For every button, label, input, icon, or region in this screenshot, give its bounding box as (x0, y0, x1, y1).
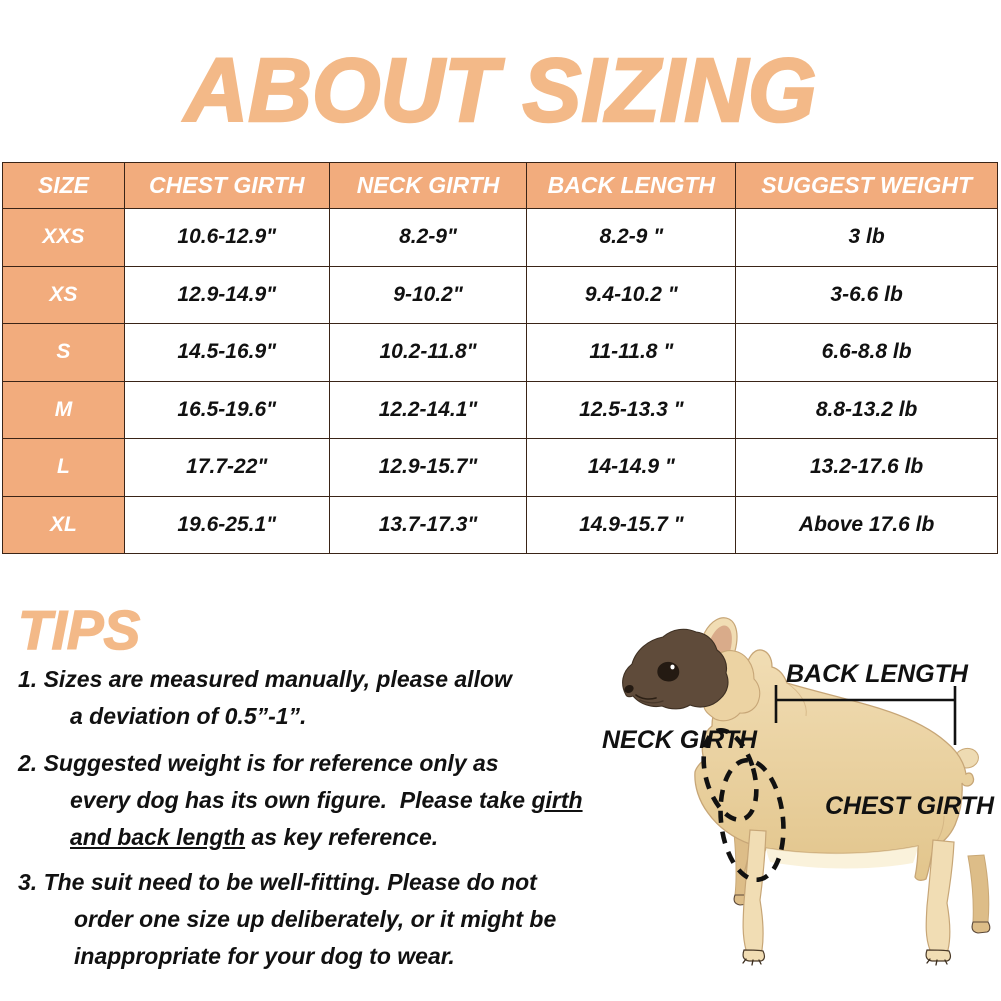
svg-text:CHEST GIRTH: CHEST GIRTH (825, 792, 995, 820)
svg-text:NECK GIRTH: NECK GIRTH (602, 726, 758, 754)
svg-text:BACK LENGTH: BACK LENGTH (786, 660, 969, 688)
